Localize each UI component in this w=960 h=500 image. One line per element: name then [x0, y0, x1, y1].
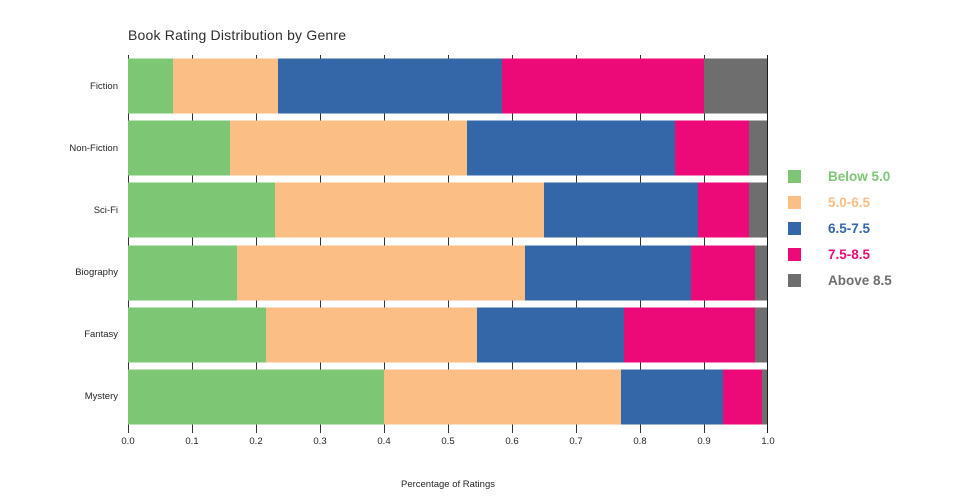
bar-segment	[697, 182, 749, 238]
bar-row	[128, 117, 768, 179]
bar-segment	[275, 182, 544, 238]
bar-segment	[691, 245, 756, 301]
bar-segment	[502, 58, 704, 114]
bar-row	[128, 304, 768, 366]
y-axis-label: Fiction	[90, 80, 118, 92]
bar-segment	[230, 120, 468, 176]
x-tick-label: 1.0	[761, 436, 775, 447]
gridline	[576, 55, 577, 433]
legend-label: Above 8.5	[828, 272, 892, 288]
bar-segment	[172, 58, 279, 114]
legend-swatch-icon	[788, 221, 801, 235]
gridline	[640, 55, 641, 433]
bar-segment	[524, 245, 692, 301]
bar-segment	[128, 245, 237, 301]
x-axis-title: Percentage of Ratings	[400, 479, 495, 490]
y-axis-label: Non-Fiction	[69, 142, 118, 154]
bar-segment	[723, 369, 762, 425]
x-tick-label: 0.2	[249, 436, 263, 447]
bar-segment	[128, 307, 266, 363]
bar-segment	[128, 369, 384, 425]
bar-segment	[128, 120, 231, 176]
bar-row	[128, 366, 768, 428]
legend-item: 5.0-6.5	[788, 189, 892, 215]
bar-segment	[623, 307, 756, 363]
x-tick-label: 0.8	[633, 436, 647, 447]
x-tick-label: 0.4	[377, 436, 391, 447]
legend-item: Below 5.0	[788, 163, 892, 189]
bar-segment	[278, 58, 503, 114]
gridline	[192, 55, 193, 433]
y-axis-label: Sci-Fi	[93, 204, 118, 216]
plot-area	[128, 55, 768, 433]
bar-segment	[675, 120, 749, 176]
gridline	[256, 55, 257, 433]
bar-segment	[467, 120, 676, 176]
x-tick-label: 0.9	[697, 436, 711, 447]
bar-segment	[236, 245, 525, 301]
x-tick-label: 0.0	[121, 436, 135, 447]
legend-label: 6.5-7.5	[828, 220, 871, 236]
bar-segment	[748, 182, 768, 238]
stacked-bar	[128, 58, 768, 114]
y-axis-label: Biography	[75, 267, 118, 279]
legend-swatch-icon	[788, 247, 801, 261]
bar-row	[128, 242, 768, 304]
stacked-bar	[128, 307, 768, 363]
x-tick-label: 0.3	[313, 436, 327, 447]
x-tick-label: 0.5	[441, 436, 455, 447]
stacked-bar	[128, 245, 768, 301]
bar-segment	[265, 307, 477, 363]
bar-row	[128, 55, 768, 117]
gridline	[767, 55, 768, 433]
bar-segment	[703, 58, 768, 114]
y-axis-label: Fantasy	[84, 329, 118, 341]
y-axis-labels: Fiction Non-Fiction Sci-Fi Biography Fantasy…	[0, 55, 118, 428]
bar-row	[128, 179, 768, 241]
bar-segment	[384, 369, 621, 425]
legend-item: 7.5-8.5	[788, 241, 892, 267]
x-tick-label: 0.6	[505, 436, 519, 447]
legend-swatch-icon	[788, 169, 801, 183]
bar-segment	[128, 182, 276, 238]
stacked-bar	[128, 369, 768, 425]
legend-item: Above 8.5	[788, 267, 892, 293]
bar-segment	[761, 369, 768, 425]
legend: Below 5.0 5.0-6.5 6.5-7.5 7.5-8.5 Above 8.5	[788, 163, 892, 293]
legend-label: 5.0-6.5	[828, 194, 871, 210]
gridline	[384, 55, 385, 433]
gridline	[512, 55, 513, 433]
legend-item: 6.5-7.5	[788, 215, 892, 241]
bar-segment	[755, 245, 768, 301]
bar-segment	[476, 307, 624, 363]
stacked-bar	[128, 182, 768, 238]
x-tick-label: 0.7	[569, 436, 583, 447]
chart-title: Book Rating Distribution by Genre	[128, 27, 347, 43]
gridline	[704, 55, 705, 433]
bar-segment	[543, 182, 698, 238]
legend-swatch-icon	[788, 195, 801, 209]
gridline	[448, 55, 449, 433]
bar-segment	[128, 58, 173, 114]
bar-segment	[748, 120, 768, 176]
x-axis-tick-labels: 0.0 0.1 0.2 0.3 0.4 0.5 0.6 0.7 0.8 0.9 1.0	[121, 436, 774, 450]
x-tick-label: 0.1	[185, 436, 199, 447]
bar-segment	[755, 307, 768, 363]
legend-label: Below 5.0	[828, 168, 891, 184]
legend-label: 7.5-8.5	[828, 246, 871, 262]
stacked-bar	[128, 120, 768, 176]
legend-swatch-icon	[788, 273, 801, 287]
gridline	[128, 55, 129, 433]
y-axis-label: Mystery	[84, 391, 118, 403]
bar-segment	[620, 369, 724, 425]
bar-rows	[128, 55, 768, 428]
gridline	[320, 55, 321, 433]
